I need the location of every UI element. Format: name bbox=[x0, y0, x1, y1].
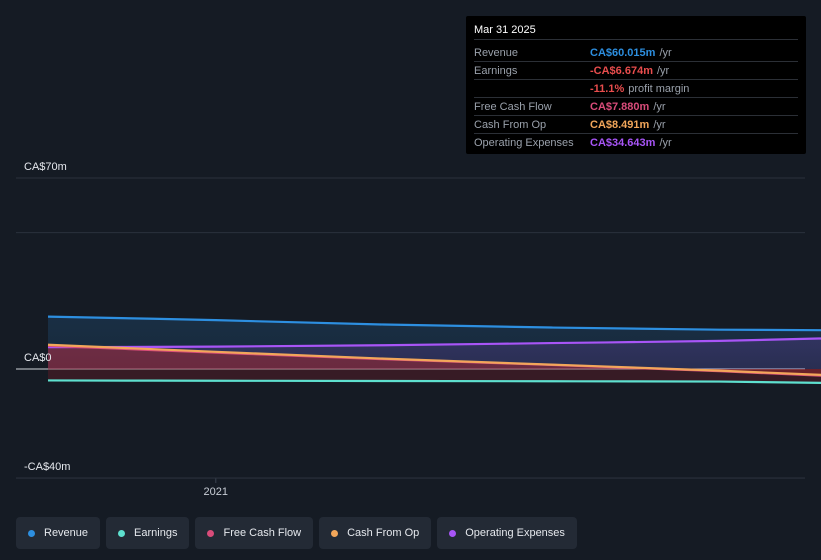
tooltip-row-unit: /yr bbox=[653, 118, 666, 131]
tooltip-row-value: -CA$6.674m bbox=[590, 64, 653, 77]
earnings-area bbox=[48, 369, 821, 383]
earnings-line bbox=[47, 379, 821, 384]
x-tick-label: 2021 bbox=[204, 486, 228, 498]
legend-item-revenue[interactable]: Revenue bbox=[16, 517, 101, 549]
tooltip-row: Revenue CA$60.015m/yr bbox=[474, 44, 798, 62]
legend-dot-icon bbox=[28, 529, 35, 537]
tooltip-row: Operating Expenses CA$34.643m/yr bbox=[474, 134, 798, 151]
legend-dot-icon bbox=[118, 529, 126, 537]
tooltip-row-value: CA$8.491m bbox=[590, 118, 650, 131]
tooltip-row-label: Earnings bbox=[474, 64, 518, 77]
legend-dot-icon bbox=[449, 529, 457, 537]
tooltip-row: Earnings -CA$6.674m/yr bbox=[474, 62, 798, 80]
tooltip-row-label: Cash From Op bbox=[474, 118, 547, 131]
tooltip-row-label: Free Cash Flow bbox=[474, 100, 552, 113]
tooltip-rows: Revenue CA$60.015m/yr Earnings -CA$6.674m/y… bbox=[474, 44, 798, 151]
legend-item-earnings[interactable]: Earnings bbox=[106, 517, 190, 549]
tooltip-row-value: -11.1% bbox=[590, 82, 625, 95]
tooltip-row-value: CA$60.015m bbox=[590, 46, 656, 59]
cash-from-op-line bbox=[47, 343, 821, 376]
y-tick-label: CA$0 bbox=[24, 352, 52, 364]
tooltip-row: Free Cash Flow CA$7.880m/yr bbox=[474, 98, 798, 116]
x-axis-labels: 20212022202320242025 bbox=[16, 477, 805, 498]
legend-label: Revenue bbox=[44, 527, 89, 539]
legend-label: Cash From Op bbox=[347, 527, 420, 539]
tooltip-row-value: CA$7.880m bbox=[590, 100, 650, 113]
y-axis-labels: CA$70m CA$0 -CA$40m bbox=[24, 161, 70, 473]
tooltip-row-value: CA$34.643m bbox=[590, 136, 656, 149]
tooltip-date: Mar 31 2025 bbox=[474, 24, 798, 40]
y-tick-label: -CA$40m bbox=[24, 461, 70, 473]
tooltip-row: -11.1% profit margin bbox=[474, 80, 798, 98]
legend-item-operating-expenses[interactable]: Operating Expenses bbox=[437, 517, 577, 549]
tooltip-row-unit: /yr bbox=[653, 100, 666, 113]
operating-expenses-line bbox=[47, 337, 821, 349]
tooltip-row-unit: /yr bbox=[659, 46, 672, 59]
series-areas bbox=[48, 316, 821, 383]
tooltip-row: Cash From Op CA$8.491m/yr bbox=[474, 116, 798, 134]
y-tick-label: CA$70m bbox=[24, 161, 67, 173]
chart-legend: Revenue Earnings Free Cash Flow Cash From O… bbox=[16, 517, 577, 549]
legend-label: Operating Expenses bbox=[465, 527, 565, 539]
legend-dot-icon bbox=[207, 529, 215, 537]
legend-dot-icon bbox=[331, 529, 339, 537]
legend-label: Free Cash Flow bbox=[223, 527, 302, 539]
tooltip-row-label: Operating Expenses bbox=[474, 136, 574, 149]
legend-item-cash-from-op[interactable]: Cash From Op bbox=[319, 517, 432, 549]
legend-label: Earnings bbox=[134, 527, 178, 539]
data-tooltip: Mar 31 2025 Revenue CA$60.015m/yr Earnings… bbox=[466, 16, 806, 154]
tooltip-row-label: Revenue bbox=[474, 46, 519, 59]
tooltip-row-unit: /yr bbox=[656, 64, 670, 77]
legend-item-free-cash-flow[interactable]: Free Cash Flow bbox=[195, 517, 314, 549]
series-lines bbox=[47, 315, 821, 384]
revenue-line bbox=[47, 315, 821, 332]
tooltip-row-unit: /yr bbox=[659, 136, 672, 149]
tooltip-row-unit: profit margin bbox=[628, 82, 690, 95]
